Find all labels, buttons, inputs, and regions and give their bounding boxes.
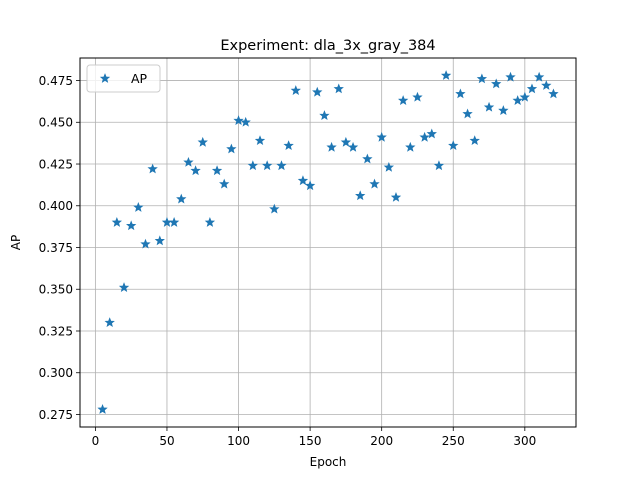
data-point xyxy=(312,86,323,97)
data-point xyxy=(104,317,115,328)
x-tick-label: 50 xyxy=(159,434,174,448)
data-point xyxy=(211,165,223,176)
data-point xyxy=(541,80,552,90)
data-point xyxy=(133,202,144,212)
data-point xyxy=(247,160,258,171)
x-tick-label: 300 xyxy=(513,434,536,448)
y-tick-label: 0.425 xyxy=(39,157,73,171)
data-point xyxy=(262,160,273,171)
data-point xyxy=(433,160,445,171)
data-point xyxy=(283,140,294,151)
legend: AP xyxy=(86,64,161,93)
data-point xyxy=(319,110,330,120)
data-point xyxy=(347,141,359,152)
data-point xyxy=(333,83,344,94)
x-axis-ticks: 0 50 100 150 200 250 300 xyxy=(92,427,536,448)
data-point xyxy=(469,135,480,146)
data-point xyxy=(233,115,244,125)
data-point xyxy=(276,160,287,171)
data-point xyxy=(519,91,530,102)
data-point xyxy=(362,153,373,164)
y-tick-label: 0.400 xyxy=(39,199,73,213)
y-tick-label: 0.450 xyxy=(39,116,73,130)
data-point xyxy=(240,116,251,127)
data-point xyxy=(326,141,337,152)
data-point xyxy=(340,136,352,147)
data-point xyxy=(197,136,208,147)
data-point xyxy=(355,190,366,201)
y-tick-label: 0.375 xyxy=(39,241,73,255)
data-point xyxy=(405,141,416,152)
data-point xyxy=(204,217,216,227)
data-point xyxy=(254,135,266,146)
x-tick-label: 100 xyxy=(227,434,250,448)
x-tick-label: 0 xyxy=(92,434,100,448)
data-point xyxy=(476,73,488,84)
legend-label: AP xyxy=(131,71,148,86)
data-point xyxy=(118,282,130,292)
legend-star-icon xyxy=(99,73,111,83)
data-point xyxy=(154,235,165,246)
data-point xyxy=(376,131,387,142)
data-point xyxy=(97,404,108,414)
chart-title: Experiment: dla_3x_gray_384 xyxy=(220,38,435,54)
data-point xyxy=(297,175,309,186)
data-point xyxy=(168,217,180,227)
data-point xyxy=(140,238,151,249)
y-tick-label: 0.275 xyxy=(39,408,73,422)
x-tick-label: 150 xyxy=(299,434,322,448)
data-point xyxy=(219,178,230,189)
data-point xyxy=(512,95,523,105)
x-tick-label: 250 xyxy=(442,434,465,448)
y-axis-ticks: 0.275 0.300 0.325 0.350 0.375 0.400 0.425 0.450… xyxy=(39,74,80,422)
y-tick-label: 0.475 xyxy=(39,74,73,88)
data-point xyxy=(226,143,237,154)
data-point xyxy=(498,105,509,115)
data-point xyxy=(383,161,394,172)
data-point xyxy=(269,203,280,214)
data-point xyxy=(505,71,516,82)
x-tick-label: 200 xyxy=(370,434,393,448)
data-point xyxy=(190,165,201,176)
data-point xyxy=(526,83,538,94)
data-point xyxy=(419,131,430,142)
data-point xyxy=(412,91,423,102)
y-tick-label: 0.300 xyxy=(39,366,73,380)
data-point xyxy=(462,108,473,119)
data-point xyxy=(426,128,437,139)
data-point xyxy=(448,140,459,151)
data-point xyxy=(183,156,194,167)
x-axis-label: Epoch xyxy=(310,455,347,469)
plot-area-frame xyxy=(79,57,577,428)
data-point xyxy=(440,70,452,80)
data-point xyxy=(455,88,466,99)
data-point xyxy=(290,85,301,95)
data-points xyxy=(97,70,559,414)
legend-marker-star xyxy=(99,73,111,83)
data-point xyxy=(126,220,137,231)
y-tick-label: 0.350 xyxy=(39,283,73,297)
data-point xyxy=(533,71,545,82)
legend-box xyxy=(86,64,161,93)
data-point xyxy=(390,192,402,202)
y-tick-label: 0.325 xyxy=(39,324,73,338)
y-axis-label: AP xyxy=(9,235,23,250)
data-point xyxy=(147,163,158,174)
data-point xyxy=(483,101,495,112)
data-point xyxy=(176,193,187,204)
data-point xyxy=(304,180,316,191)
data-point xyxy=(111,217,123,227)
data-point xyxy=(369,178,380,189)
data-point xyxy=(398,95,409,105)
data-point xyxy=(491,78,502,89)
data-point xyxy=(548,88,559,99)
